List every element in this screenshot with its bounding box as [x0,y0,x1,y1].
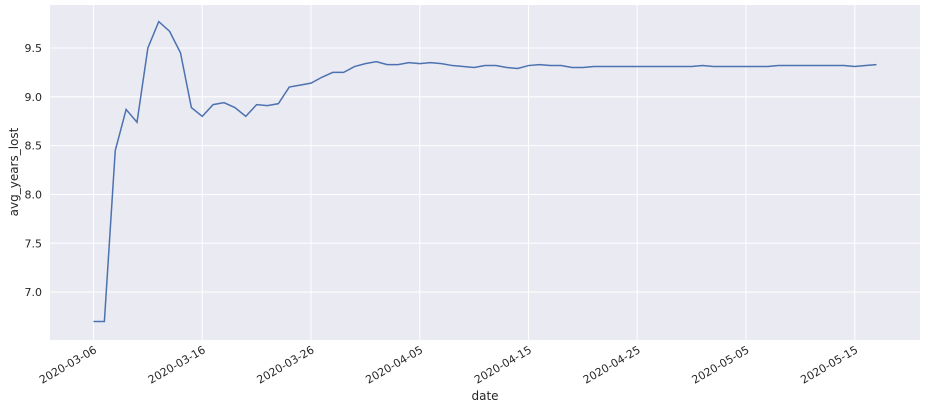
y-tick-label: 7.5 [25,237,43,250]
x-tick-label: 2020-03-16 [146,343,208,386]
y-tick-label: 8.5 [25,140,43,153]
x-tick-label: 2020-03-26 [255,343,317,386]
x-tick-label: 2020-05-05 [690,343,752,386]
x-tick-label: 2020-05-15 [798,343,860,386]
y-tick-label: 7.0 [25,286,43,299]
plot-background [50,5,920,340]
x-tick-label: 2020-04-25 [581,343,643,386]
y-tick-label: 9.0 [25,91,43,104]
x-tick-label: 2020-04-15 [472,343,534,386]
x-tick-label: 2020-04-05 [363,343,425,386]
x-tick-label: 2020-03-06 [37,343,99,386]
line [93,20,877,323]
y-axis-label: avg_years_lost [7,127,21,216]
y-tick-label: 9.5 [25,42,43,55]
y-tick-label: 8.0 [25,188,43,201]
x-axis-label: date [471,389,498,403]
